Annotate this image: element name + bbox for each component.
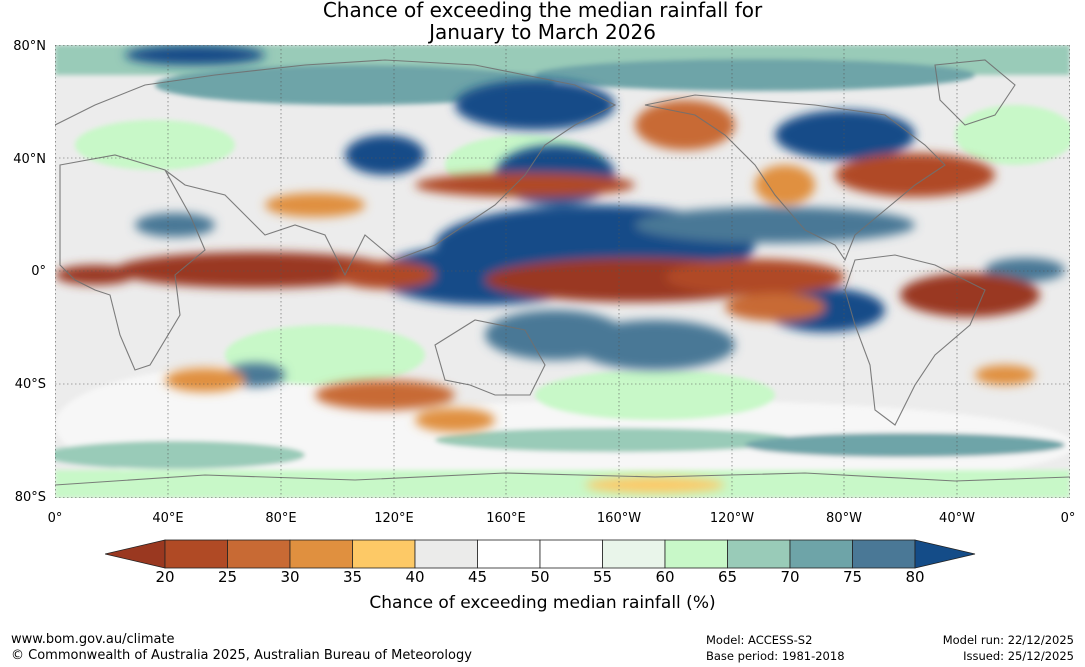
lon-label-80w: 80°W [826,511,862,526]
footer-issued: Issued: 25/12/2025 [963,649,1074,663]
lon-label-160e: 160°E [486,511,526,526]
lat-label-40s: 40°S [14,377,46,392]
rainfall-probability-map [55,45,1070,498]
colorbar-segment [289,539,353,569]
lat-label-80s: 80°S [14,490,46,505]
colorbar-tick-label: 45 [467,568,488,586]
colorbar-segment [852,539,916,569]
colorbar [105,539,976,569]
colorbar-tick-label: 75 [842,568,863,586]
lon-label-120w: 120°W [709,511,755,526]
colorbar-tick-label: 30 [280,568,300,586]
colorbar-tick-label: 80 [905,568,925,586]
map-title-line-2: January to March 2026 [429,20,656,44]
footer-base-period: Base period: 1981-2018 [706,649,845,663]
colorbar-tick-label: 65 [717,568,738,586]
colorbar-segment [789,539,853,569]
colorbar-tick-label: 25 [217,568,238,586]
lat-label-0: 0° [31,264,46,279]
colorbar-segment [539,539,603,569]
lon-label-80e: 80°E [265,511,297,526]
lat-label-40n: 40°N [13,152,46,167]
footer-website: www.bom.gov.au/climate [11,632,175,647]
lon-label-0: 0° [47,511,63,526]
colorbar-tick-label: 40 [405,568,425,586]
lon-label-160w: 160°W [596,511,642,526]
colorbar-tick-label: 55 [592,568,613,586]
colorbar-tick-label: 35 [342,568,363,586]
colorbar-tick-label: 50 [530,568,550,586]
lon-label-40w: 40°W [939,511,975,526]
colorbar-segment [414,539,478,569]
colorbar-segment [227,539,291,569]
colorbar-segment [164,539,228,569]
footer-model: Model: ACCESS-S2 [706,633,813,647]
colorbar-segment [352,539,416,569]
lon-label-0-east: 0° [1060,511,1076,526]
colorbar-segment [664,539,728,569]
map-title-line-1: Chance of exceeding the median rainfall … [322,0,763,22]
colorbar-extend-high [914,539,976,569]
footer-model-run: Model run: 22/12/2025 [942,633,1074,647]
colorbar-tick-label: 20 [155,568,175,586]
coastlines [55,59,1070,486]
footer-copyright: © Commonwealth of Australia 2025, Austra… [11,648,472,663]
colorbar-tick-label: 70 [780,568,800,586]
colorbar-segment [602,539,666,569]
map-gridlines [55,45,1070,498]
strong-signal-field [55,45,1065,493]
colorbar-extend-low [105,539,166,569]
colorbar-label: Chance of exceeding median rainfall (%) [369,593,716,613]
colorbar-segment [727,539,791,569]
colorbar-tick-label: 60 [655,568,675,586]
lat-label-80n: 80°N [13,39,46,54]
colorbar-segment [477,539,541,569]
lon-label-120e: 120°E [374,511,414,526]
lon-label-40e: 40°E [152,511,184,526]
